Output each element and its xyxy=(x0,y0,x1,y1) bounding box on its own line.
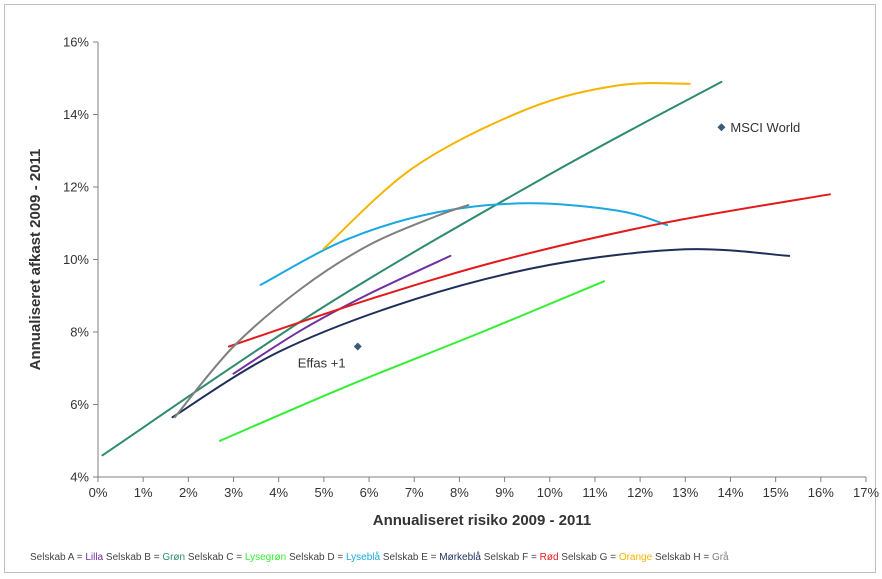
y-tick-label: 16% xyxy=(63,35,89,50)
legend-item: Selskab D = Lyseblå xyxy=(289,552,380,563)
x-tick-label: 17% xyxy=(853,485,879,500)
legend-item: Selskab C = Lysegrøn xyxy=(188,552,286,563)
x-tick-label: 4% xyxy=(269,485,288,500)
series-line-selskab-f xyxy=(228,193,831,348)
y-tick-label: 14% xyxy=(63,107,89,122)
x-tick-label: 8% xyxy=(450,485,469,500)
legend-item-color-word: Mørkeblå xyxy=(439,552,481,563)
legend-item-color-word: Orange xyxy=(618,552,653,563)
legend-item-prefix: Selskab E = xyxy=(382,552,440,563)
legend-item-color-word: Lilla xyxy=(85,552,104,563)
x-tick-label: 15% xyxy=(763,485,789,500)
y-tick-label: 8% xyxy=(70,325,89,340)
legend-item-prefix: Selskab G = xyxy=(561,552,619,563)
legend-item-prefix: Selskab D = xyxy=(288,552,346,563)
legend-item-prefix: Selskab C = xyxy=(187,552,245,563)
legend-item-color-word: Lysegrøn xyxy=(244,552,287,563)
marker-label-effas-1: Effas +1 xyxy=(298,356,346,371)
x-tick-label: 3% xyxy=(224,485,243,500)
legend-item-color-word: Grøn xyxy=(162,552,186,563)
series-line-selskab-c xyxy=(219,280,605,442)
x-tick-label: 10% xyxy=(537,485,563,500)
series-line-selskab-g xyxy=(322,82,691,250)
series-line-selskab-h xyxy=(173,204,470,419)
x-tick-label: 11% xyxy=(582,485,607,500)
x-tick-label: 5% xyxy=(314,485,333,500)
x-tick-label: 16% xyxy=(808,485,834,500)
legend-item-prefix: Selskab F = xyxy=(483,552,540,563)
x-tick-label: 12% xyxy=(627,485,653,500)
axes: 0% 1% 2% 3% 4% 5% 6% 7% 8% 9% 10% 11% 12% 13% 14% 15% 16… xyxy=(63,35,879,501)
x-tick-label: 7% xyxy=(405,485,424,500)
marker-layer: MSCI World Effas +1 xyxy=(298,120,800,370)
legend-item: Selskab F = Rød xyxy=(484,552,559,563)
y-tick-label: 4% xyxy=(70,470,89,485)
y-tick-label: 10% xyxy=(63,252,89,267)
x-tick-label: 1% xyxy=(134,485,153,500)
legend-item-color-word: Grå xyxy=(711,552,729,563)
legend-item: Selskab A = Lilla xyxy=(30,552,103,563)
series-layer xyxy=(101,80,831,457)
legend-item-prefix: Selskab A = xyxy=(30,552,86,563)
legend-item: Selskab B = Grøn xyxy=(106,552,185,563)
series-line-selskab-e xyxy=(171,248,791,419)
legend-item-color-word: Rød xyxy=(539,552,559,563)
x-tick-label: 14% xyxy=(717,485,743,500)
legend-item-prefix: Selskab B = xyxy=(105,552,163,563)
y-axis-title: Annualiseret afkast 2009 - 2011 xyxy=(27,149,44,371)
x-tick-label: 6% xyxy=(360,485,379,500)
series-line-selskab-b xyxy=(101,80,723,457)
marker-effas-1 xyxy=(353,342,362,351)
legend: Selskab A = Lilla Selskab B = Grøn Selsk… xyxy=(30,552,870,563)
x-tick-label: 13% xyxy=(672,485,698,500)
series-line-selskab-d xyxy=(259,202,669,286)
x-tick-label: 9% xyxy=(495,485,514,500)
legend-item-color-word: Lyseblå xyxy=(345,552,381,563)
legend-item-prefix: Selskab H = xyxy=(654,552,712,563)
marker-msci-world xyxy=(717,123,726,132)
x-tick-label: 2% xyxy=(179,485,198,500)
x-axis-title: Annualiseret risiko 2009 - 2011 xyxy=(373,512,591,529)
y-tick-label: 6% xyxy=(70,397,89,412)
y-tick-label: 12% xyxy=(63,180,89,195)
x-tick-label: 0% xyxy=(89,485,108,500)
marker-label-msci-world: MSCI World xyxy=(730,120,800,135)
legend-item: Selskab H = Grå xyxy=(655,552,729,563)
legend-item: Selskab G = Orange xyxy=(561,552,652,563)
legend-item: Selskab E = Mørkeblå xyxy=(383,552,481,563)
